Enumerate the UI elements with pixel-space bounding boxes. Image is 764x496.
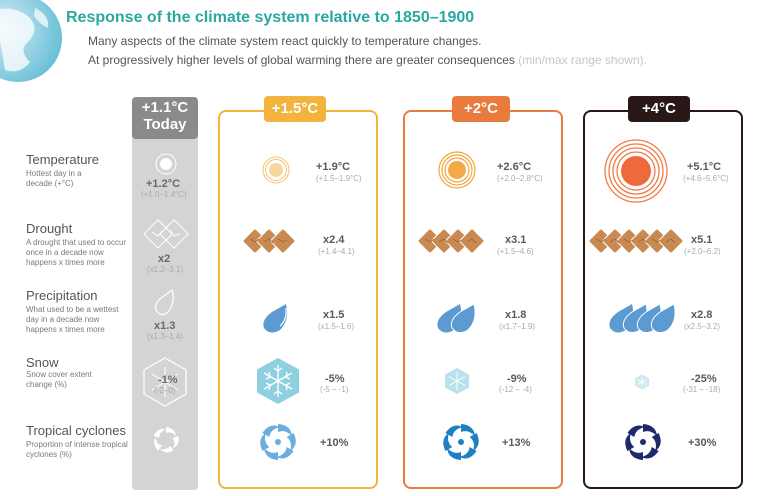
drought-2c-range: (+1.5–4.6) — [497, 247, 534, 256]
drought-today-range: (x1.2–3.1) — [147, 265, 184, 274]
column-2c-panel — [403, 110, 563, 489]
precipitation-today-range: (x1.3–1.4) — [147, 332, 184, 341]
snow-4c-value: -25% — [691, 373, 717, 385]
snowflake-icon — [143, 357, 187, 407]
snow-2c-value: -9% — [507, 373, 527, 385]
raindrop-icon — [609, 303, 676, 334]
temperature-2c-range: (+2.0–2.8°C) — [497, 174, 543, 183]
row-snow-desc: Snow cover extent change (%) — [26, 370, 92, 389]
cracked-earth-icon — [588, 228, 684, 254]
page-title: Response of the climate system relative … — [66, 9, 475, 26]
drought-1-5c-value: x2.4 — [323, 234, 345, 246]
snowflake-icon — [445, 368, 469, 394]
level-1-5c-header: +1.5°C — [264, 96, 326, 122]
column-1-5c-panel — [218, 110, 378, 489]
temperature-1-5c-range: (+1.5–1.9°C) — [316, 174, 362, 183]
temperature-today-value: +1.2°C — [146, 178, 181, 190]
column-today-panel — [132, 120, 198, 490]
cyclone-icon — [625, 424, 661, 460]
cyclones-1-5c-value: +10% — [320, 437, 349, 449]
precipitation-1-5c-value: x1.5 — [323, 309, 345, 321]
row-drought-desc: A drought that used to occur once in a d… — [26, 238, 127, 267]
cracked-earth-icon — [143, 219, 189, 249]
subtitle-line-2: At progressively higher levels of global… — [88, 53, 647, 67]
precipitation-4c-value: x2.8 — [691, 309, 713, 321]
drought-today-value: x2 — [158, 253, 171, 265]
drought-2c-value: x3.1 — [505, 234, 527, 246]
drought-4c-value: x5.1 — [691, 234, 713, 246]
drought-4c-range: (+2.0–6.2) — [684, 247, 721, 256]
subtitle-line-1: Many aspects of the climate system react… — [88, 34, 482, 48]
snow-2c-range: (-12 – -4) — [499, 385, 532, 394]
sun-icon — [438, 151, 476, 189]
level-2c-header: +2°C — [452, 96, 510, 122]
row-precipitation-desc: What used to be a wettest day in a decad… — [26, 305, 119, 334]
raindrop-icon — [437, 303, 476, 334]
cyclones-2c-value: +13% — [502, 437, 531, 449]
subtitle-line-2-main: At progressively higher levels of global… — [88, 53, 519, 67]
temperature-2c-value: +2.6°C — [497, 161, 532, 173]
level-today-header: +1.1°C Today — [132, 97, 198, 139]
level-4c-header: +4°C — [628, 96, 690, 122]
temperature-today-range: (+1.0–1.4°C) — [141, 190, 187, 199]
cyclone-icon — [260, 424, 296, 460]
snow-1-5c-range: (-5 – -1) — [320, 385, 349, 394]
temperature-4c-value: +5.1°C — [687, 161, 722, 173]
row-temperature-desc: Hottest day in a decade (+°C) — [26, 169, 82, 188]
precipitation-2c-value: x1.8 — [505, 309, 527, 321]
snow-today-range: (-2–0) — [154, 386, 176, 395]
temperature-1-5c-value: +1.9°C — [316, 161, 351, 173]
snow-1-5c-value: -5% — [325, 373, 345, 385]
row-cyclones-name: Tropical cyclones — [26, 423, 126, 438]
raindrop-icon — [263, 304, 288, 333]
sun-icon — [604, 139, 668, 203]
row-precipitation-name: Precipitation — [26, 288, 98, 303]
level-today-label: Today — [143, 116, 187, 133]
row-temperature-name: Temperature — [26, 152, 99, 167]
sun-icon — [155, 153, 177, 175]
row-cyclones-desc: Proportion of intense tropical cyclones … — [26, 440, 128, 459]
snow-4c-range: (-31 – -18) — [683, 385, 721, 394]
snow-today-value: -1% — [158, 374, 178, 386]
row-drought-name: Drought — [26, 221, 73, 236]
cyclone-icon — [443, 424, 479, 460]
level-today-value: +1.1°C — [141, 99, 189, 116]
globe-icon — [0, 0, 62, 82]
snowflake-icon — [635, 374, 649, 390]
row-snow-name: Snow — [26, 355, 59, 370]
sun-icon — [262, 156, 290, 184]
drought-1-5c-range: (+1.4–4.1) — [318, 247, 355, 256]
subtitle-range-hint: (min/max range shown). — [518, 53, 647, 67]
cracked-earth-icon — [417, 228, 485, 254]
cracked-earth-icon — [242, 228, 296, 254]
temperature-4c-range: (+4.6–5.6°C) — [683, 174, 729, 183]
precipitation-4c-range: (x2.5–3.2) — [684, 322, 721, 331]
cyclone-icon — [153, 427, 179, 453]
raindrop-icon — [155, 289, 174, 316]
precipitation-today-value: x1.3 — [154, 320, 176, 332]
snowflake-icon — [257, 358, 299, 404]
precipitation-1-5c-range: (x1.5–1.6) — [318, 322, 355, 331]
cyclones-4c-value: +30% — [688, 437, 717, 449]
precipitation-2c-range: (x1.7–1.9) — [499, 322, 536, 331]
